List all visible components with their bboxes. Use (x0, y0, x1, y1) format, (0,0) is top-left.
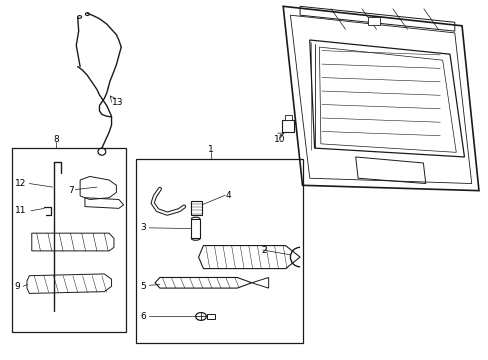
Text: 5: 5 (140, 282, 146, 291)
Text: 2: 2 (261, 246, 266, 255)
Text: 10: 10 (273, 135, 285, 144)
Text: 4: 4 (224, 192, 230, 201)
Bar (284, 116, 291, 120)
Text: 7: 7 (68, 186, 74, 195)
Bar (191, 201, 202, 215)
Text: 11: 11 (15, 206, 26, 215)
Bar (191, 219, 200, 238)
Text: 1: 1 (207, 145, 213, 154)
Text: 6: 6 (140, 312, 146, 321)
Text: 13: 13 (111, 98, 123, 107)
Text: 9: 9 (15, 282, 20, 291)
Bar (282, 120, 294, 132)
Text: 3: 3 (140, 223, 146, 232)
Text: 12: 12 (15, 179, 26, 188)
Text: 8: 8 (53, 135, 59, 144)
Bar (367, 17, 379, 25)
Bar (136, 159, 302, 343)
Bar (207, 314, 214, 319)
Bar (12, 148, 126, 332)
